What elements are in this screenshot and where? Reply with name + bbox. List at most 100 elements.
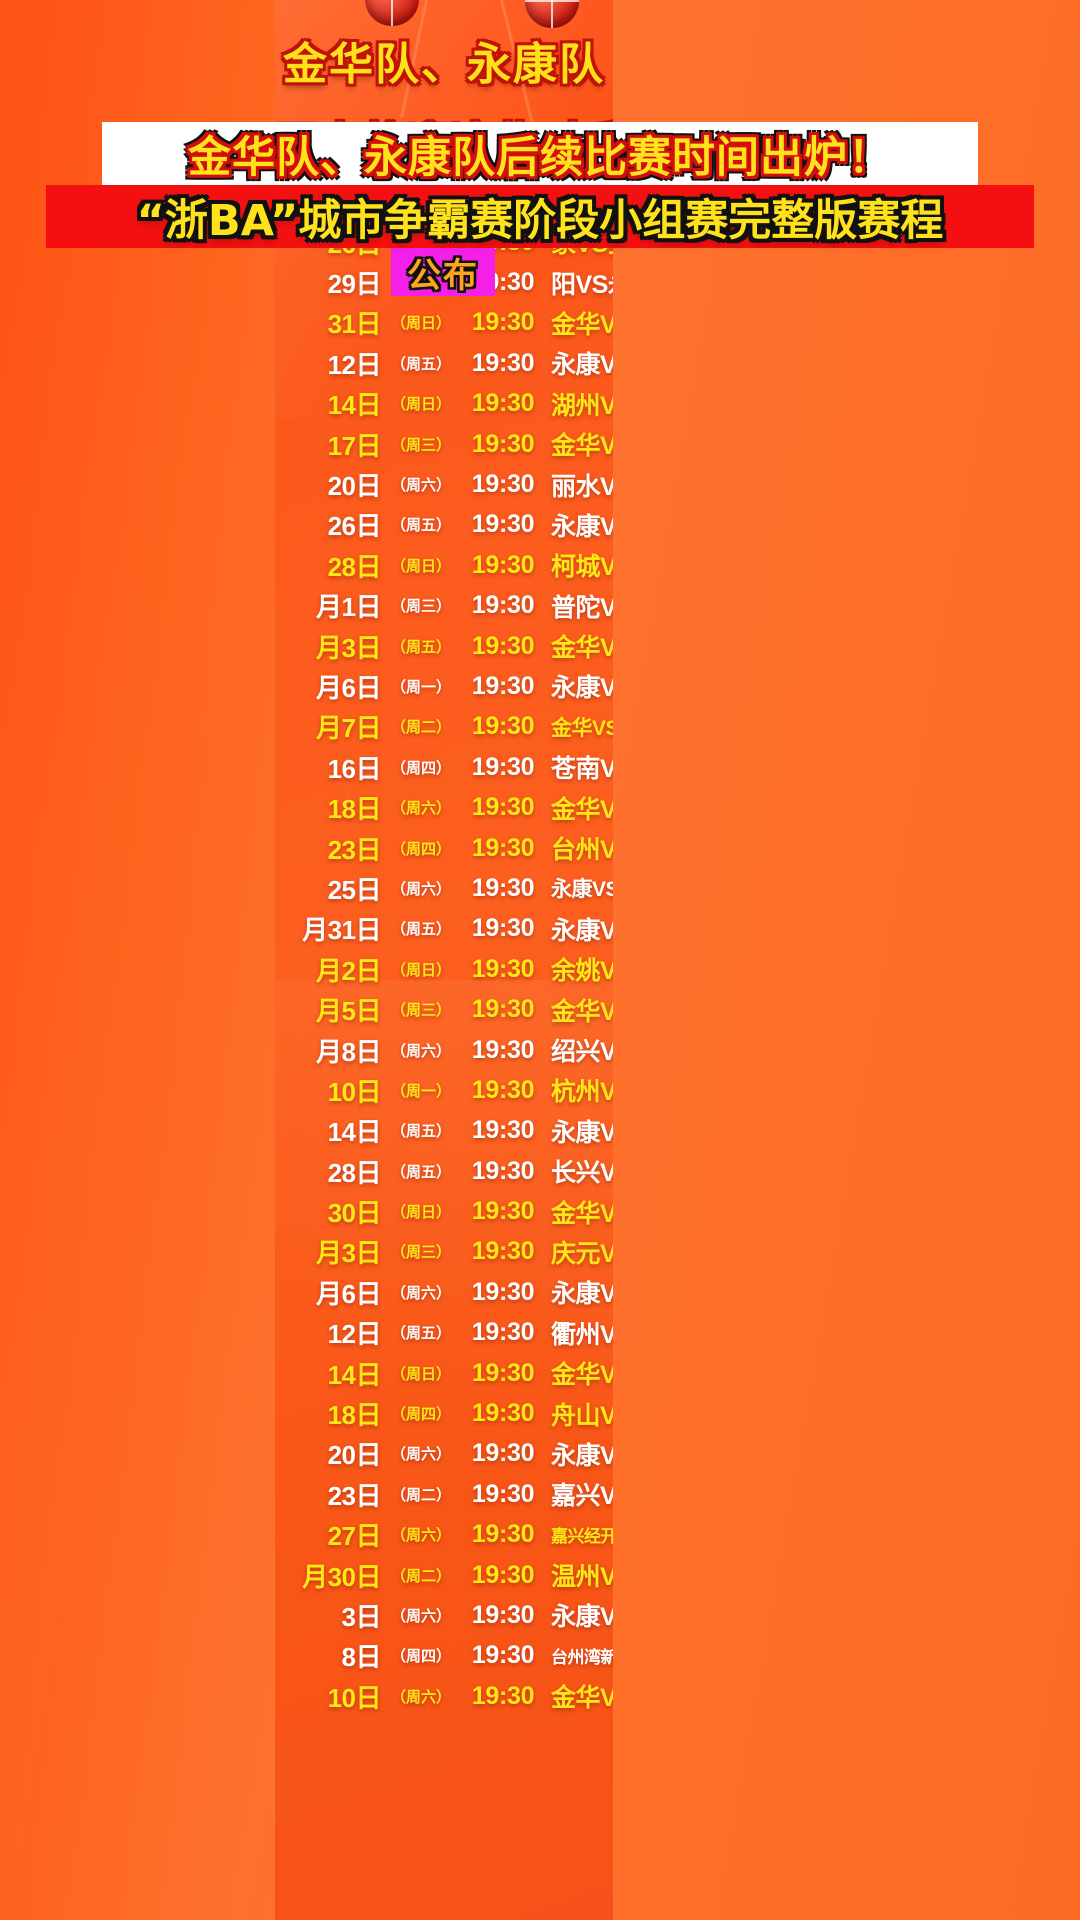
match-teams: 永康VS宁波 <box>551 916 613 945</box>
schedule-row: 月6日 （周六） 19:30 永康VS丽水 <box>275 1272 613 1312</box>
match-time: 19:30 <box>471 1197 535 1226</box>
schedule-row: 14日 （周日） 19:30 金华VS柯城 <box>275 1353 613 1393</box>
match-weekday: （周二） <box>390 1567 451 1585</box>
match-weekday: （周五） <box>390 638 451 656</box>
schedule-row: 月2日 （周日） 19:30 余姚VS金华 <box>275 949 613 989</box>
match-weekday: （周五） <box>390 921 451 939</box>
match-date: 14日 <box>327 1359 382 1390</box>
match-time: 19:30 <box>471 591 535 620</box>
schedule-row: 月7日 （周二） 19:30 金华VS嘉兴经开区 <box>275 707 613 747</box>
match-time: 19:30 <box>471 1641 535 1670</box>
match-date: 25日 <box>327 874 382 905</box>
match-teams: 柯城VS金华 <box>551 553 613 582</box>
match-time: 19:30 <box>471 550 535 579</box>
match-teams: 金华VS舟山 <box>551 634 613 663</box>
match-date: 18日 <box>327 794 382 825</box>
match-time: 19:30 <box>471 954 535 983</box>
match-weekday: （周五） <box>390 517 451 535</box>
schedule-row: 月3日 （周三） 19:30 庆元VS金华 <box>275 1232 613 1272</box>
subhead-text: “浙BA”城市争霸赛阶段小组赛完整版赛程 <box>136 195 944 246</box>
match-date: 16日 <box>327 753 382 784</box>
schedule-row: 23日 （周四） 19:30 台州VS金华 <box>275 828 613 868</box>
match-date: 29日 <box>327 269 382 300</box>
match-date: 8日 <box>341 1642 382 1673</box>
schedule-row: 18日 （周六） 19:30 金华VS温州 <box>275 787 613 827</box>
basketball-icon <box>525 0 579 28</box>
match-teams: 金华VS庆元 <box>551 432 613 461</box>
match-teams: 台州VS金华 <box>551 836 613 865</box>
schedule-row: 月31日 （周五） 19:30 永康VS宁波 <box>275 909 613 949</box>
match-time: 19:30 <box>471 470 535 499</box>
schedule-row: 25日 （周六） 19:30 永康VS 台州湾新区 <box>275 868 613 908</box>
match-teams: 舟山VS金华 <box>551 1401 613 1430</box>
match-weekday: （周二） <box>390 1486 451 1504</box>
match-time: 19:30 <box>471 1277 535 1306</box>
schedule-row: 16日 （周四） 19:30 苍南VS永康 <box>275 747 613 787</box>
match-time: 19:30 <box>471 1439 535 1468</box>
match-teams: 长兴VS永康 <box>551 1159 613 1188</box>
match-time: 19:30 <box>471 389 535 418</box>
match-time: 19:30 <box>471 793 535 822</box>
match-weekday: （周日） <box>390 961 451 979</box>
match-time: 19:30 <box>471 752 535 781</box>
match-date: 12日 <box>327 1319 382 1350</box>
match-teams: 永康VS丽水 <box>551 1280 613 1309</box>
poster-headline-line1: 金华队、永康队 <box>283 39 605 90</box>
match-time: 19:30 <box>471 1116 535 1145</box>
match-weekday: （周五） <box>390 355 451 373</box>
match-time: 19:30 <box>471 1237 535 1266</box>
match-date: 月30日 <box>302 1561 381 1592</box>
headline-banner: 金华队、永康队后续比赛时间出炉！ <box>102 122 978 185</box>
schedule-row: 30日 （周日） 19:30 金华VS湖州 <box>275 1191 613 1231</box>
schedule-row: 20日 （周六） 19:30 永康VS普陀 <box>275 1434 613 1474</box>
match-date: 月8日 <box>316 1036 381 1067</box>
match-weekday: （周日） <box>390 1365 451 1383</box>
match-weekday: （周六） <box>390 1688 451 1706</box>
match-teams: 杭州VS金华 <box>551 1078 613 1107</box>
match-weekday: （周六） <box>390 1042 451 1060</box>
match-weekday: （周四） <box>390 1406 451 1424</box>
match-date: 28日 <box>327 551 382 582</box>
match-weekday: （周二） <box>390 719 451 737</box>
match-weekday: （周三） <box>390 598 451 616</box>
match-teams: 永康VS嘉兴 <box>551 674 613 703</box>
match-teams: 金华VS嘉兴经开区 <box>551 716 613 740</box>
match-time: 19:30 <box>471 1479 535 1508</box>
match-weekday: （周五） <box>390 1123 451 1141</box>
background-blur-veil <box>0 0 275 1920</box>
match-time: 19:30 <box>471 1156 535 1185</box>
match-teams: 阳VS永康 <box>551 270 613 299</box>
match-date: 14日 <box>327 1117 382 1148</box>
match-weekday: （周三） <box>390 436 451 454</box>
match-date: 月31日 <box>302 915 381 946</box>
schedule-row: 10日 （周六） 19:30 金华VS台州 <box>275 1676 613 1716</box>
match-teams: 永康VS长兴 <box>551 351 613 380</box>
schedule-row: 28日 （周日） 19:30 柯城VS金华 <box>275 545 613 585</box>
match-time: 19:30 <box>471 429 535 458</box>
match-weekday: （周三） <box>390 1002 451 1020</box>
schedule-row: 10日 （周一） 19:30 杭州VS金华 <box>275 1070 613 1110</box>
match-weekday: （周一） <box>390 678 451 696</box>
match-teams: 金华VS柯城 <box>551 1361 613 1390</box>
publish-badge-label: 公布 <box>407 255 479 296</box>
match-time: 19:30 <box>471 671 535 700</box>
match-teams: 嘉兴经开区 VS金华 <box>551 1527 613 1547</box>
match-weekday: （周一） <box>390 1082 451 1100</box>
match-time: 19:30 <box>471 1520 535 1549</box>
schedule-list: 26日（周六）19:30家VS金华29日（周五）19:30阳VS永康31日（周日… <box>275 222 613 1920</box>
match-teams: 金华VS杭州 <box>551 310 613 339</box>
match-weekday: （周四） <box>390 1648 451 1666</box>
match-weekday: （周四） <box>390 840 451 858</box>
match-date: 14日 <box>327 390 382 421</box>
match-teams: 金华VS台州 <box>551 1684 613 1713</box>
match-date: 28日 <box>327 1157 382 1188</box>
match-teams: 永康VS衢州 <box>551 512 613 541</box>
match-weekday: （周六） <box>390 1527 451 1545</box>
headline-main-text: 金华队、永康队后续比赛时间出炉！ <box>188 132 892 183</box>
schedule-row: 17日 （周三） 19:30 金华VS庆元 <box>275 424 613 464</box>
match-date: 20日 <box>327 471 382 502</box>
basketball-icon <box>365 0 419 26</box>
match-weekday: （周六） <box>390 1607 451 1625</box>
match-date: 23日 <box>327 1480 382 1511</box>
schedule-row: 月30日 （周二） 19:30 温州VS金华 <box>275 1555 613 1595</box>
